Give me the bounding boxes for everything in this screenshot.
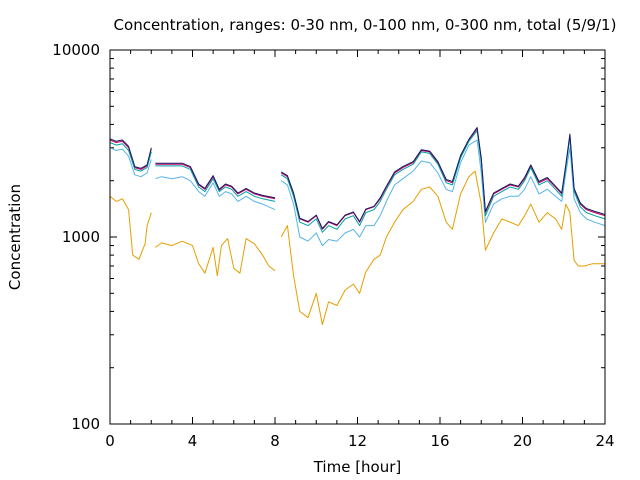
series-5-segment-2 [155,162,276,199]
y-tick-label: 100 [71,415,100,433]
x-tick-label: 0 [105,432,115,450]
series-2-segment-1 [109,147,152,178]
series-5-segment-3 [280,127,606,229]
y-tick-label: 10000 [52,41,100,59]
x-tick-label: 16 [430,432,449,450]
x-axis-label: Time [hour] [313,458,402,476]
series-5-segment-1 [109,138,152,169]
plot-frame [109,49,606,425]
series-3-segment-3 [280,128,606,230]
x-tick-label: 12 [348,432,367,450]
series-2-segment-2 [155,176,276,211]
x-tick-label: 20 [513,432,532,450]
y-axis-label: Concentration [6,184,24,290]
x-tick-label: 24 [595,432,614,450]
series-2-segment-3 [280,139,606,247]
x-tick-label: 8 [270,432,280,450]
x-tick-label: 4 [188,432,198,450]
y-tick-label: 1000 [62,228,100,246]
series-1-segment-3 [280,170,605,326]
series-lines [109,127,606,326]
series-1-segment-2 [155,238,276,277]
series-4-segment-1 [109,142,152,172]
series-1-segment-1 [109,195,152,260]
chart-title: Concentration, ranges: 0-30 nm, 0-100 nm… [114,16,617,34]
series-4-segment-3 [280,130,606,233]
axis-ticks: 0 4 8 12 16 20 24 100 1000 10000 [52,41,614,450]
series-4-segment-2 [155,165,276,202]
